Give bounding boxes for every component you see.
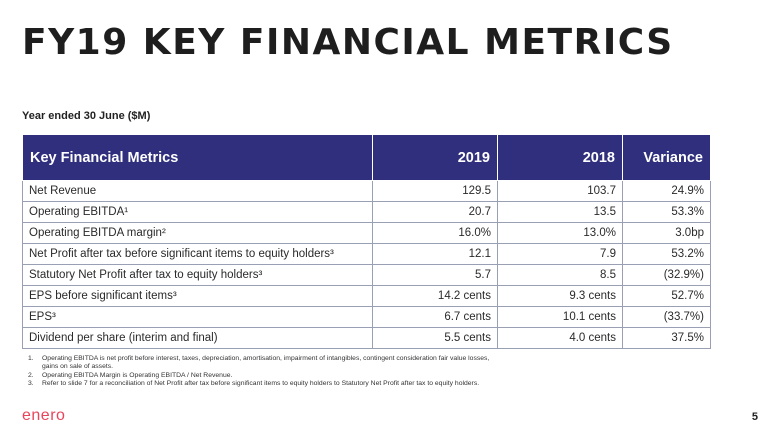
- metric-cell: Net Revenue: [22, 180, 373, 202]
- variance-cell: 53.3%: [622, 201, 711, 223]
- table-body: Net Revenue 129.5 103.7 24.9% Operating EBIT…: [22, 180, 711, 349]
- footnotes: 1. Operating EBITDA is net profit before …: [28, 355, 498, 389]
- table-row: Dividend per share (interim and final) 5.…: [22, 327, 711, 349]
- value-2018-cell: 9.3 cents: [497, 285, 623, 307]
- value-2019-cell: 5.7: [372, 264, 498, 286]
- value-2018-cell: 103.7: [497, 180, 623, 202]
- table-header-row: Key Financial Metrics 2019 2018 Variance: [22, 135, 711, 181]
- table-row: Operating EBITDA margin² 16.0% 13.0% 3.0bp: [22, 222, 711, 244]
- variance-cell: 24.9%: [622, 180, 711, 202]
- footnote-text: Operating EBITDA Margin is Operating EBI…: [42, 371, 233, 379]
- metric-cell: Operating EBITDA¹: [22, 201, 373, 223]
- metric-cell: Operating EBITDA margin²: [22, 222, 373, 244]
- value-2019-cell: 5.5 cents: [372, 327, 498, 349]
- table-row: Net Revenue 129.5 103.7 24.9%: [22, 180, 711, 202]
- footnote: 2. Operating EBITDA Margin is Operating E…: [28, 372, 498, 380]
- metric-cell: EPS before significant items³: [22, 285, 373, 307]
- footnote-number: 1.: [28, 355, 34, 362]
- value-2018-cell: 8.5: [497, 264, 623, 286]
- variance-cell: (32.9%): [622, 264, 711, 286]
- value-2018-cell: 7.9: [497, 243, 623, 265]
- column-header-metric: Key Financial Metrics: [22, 135, 373, 181]
- enero-logo: enero: [22, 407, 66, 424]
- metric-cell: Statutory Net Profit after tax to equity…: [22, 264, 373, 286]
- footnote-text: Operating EBITDA is net profit before in…: [42, 355, 490, 371]
- table-row: EPS³ 6.7 cents 10.1 cents (33.7%): [22, 306, 711, 328]
- metric-cell: Dividend per share (interim and final): [22, 327, 373, 349]
- table-row: EPS before significant items³ 14.2 cents 9…: [22, 285, 711, 307]
- column-header-2018: 2018: [497, 135, 623, 181]
- footnote-text: Refer to slide 7 for a reconciliation of…: [42, 380, 480, 388]
- metric-cell: Net Profit after tax before significant …: [22, 243, 373, 265]
- table-row: Net Profit after tax before significant …: [22, 243, 711, 265]
- value-2018-cell: 13.5: [497, 201, 623, 223]
- variance-cell: 53.2%: [622, 243, 711, 265]
- value-2019-cell: 14.2 cents: [372, 285, 498, 307]
- value-2018-cell: 4.0 cents: [497, 327, 623, 349]
- financial-metrics-table: Key Financial Metrics 2019 2018 Variance…: [22, 135, 711, 349]
- page-number: 5: [751, 411, 758, 423]
- footnote: 3. Refer to slide 7 for a reconciliation …: [28, 380, 498, 388]
- metric-cell: EPS³: [22, 306, 373, 328]
- variance-cell: 3.0bp: [622, 222, 711, 244]
- footnote-number: 2.: [28, 371, 34, 379]
- table-subtitle: Year ended 30 June ($M): [22, 110, 151, 122]
- value-2018-cell: 10.1 cents: [497, 306, 623, 328]
- variance-cell: 37.5%: [622, 327, 711, 349]
- value-2019-cell: 16.0%: [372, 222, 498, 244]
- footnote-number: 3.: [28, 380, 34, 388]
- table-row: Operating EBITDA¹ 20.7 13.5 53.3%: [22, 201, 711, 223]
- column-header-2019: 2019: [372, 135, 498, 181]
- footnote: 1. Operating EBITDA is net profit before …: [28, 355, 498, 372]
- value-2018-cell: 13.0%: [497, 222, 623, 244]
- variance-cell: 52.7%: [622, 285, 711, 307]
- value-2019-cell: 6.7 cents: [372, 306, 498, 328]
- variance-cell: (33.7%): [622, 306, 711, 328]
- table-row: Statutory Net Profit after tax to equity…: [22, 264, 711, 286]
- column-header-variance: Variance: [622, 135, 711, 181]
- value-2019-cell: 20.7: [372, 201, 498, 223]
- value-2019-cell: 12.1: [372, 243, 498, 265]
- value-2019-cell: 129.5: [372, 180, 498, 202]
- page-title: FY19 KEY FINANCIAL METRICS: [22, 22, 674, 63]
